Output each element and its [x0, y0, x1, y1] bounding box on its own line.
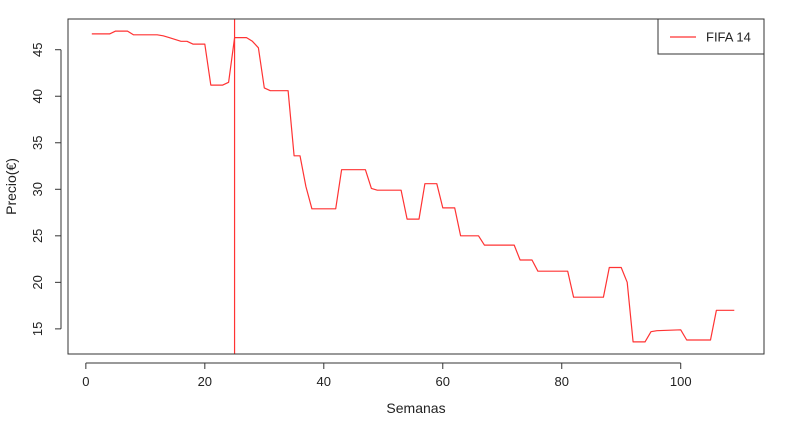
y-tick-label: 15	[30, 322, 45, 336]
x-tick-label: 20	[198, 374, 212, 389]
y-tick-label: 30	[30, 182, 45, 196]
plot-area	[91, 19, 735, 354]
y-axis-title: Precio(€)	[3, 158, 19, 215]
y-tick-label: 25	[30, 229, 45, 243]
legend-label: FIFA 14	[706, 30, 751, 45]
y-tick-label: 35	[30, 136, 45, 150]
plot-frame	[67, 18, 765, 355]
series-line-1	[91, 30, 735, 343]
x-tick-label: 100	[670, 374, 692, 389]
y-tick-label: 20	[30, 275, 45, 289]
legend: FIFA 14	[657, 18, 765, 55]
axes: 0 20 40 60 80 100 15 20 25 30 35 40 45 Semanas Precio(…	[3, 18, 765, 416]
x-tick-label: 80	[555, 374, 569, 389]
x-tick-label: 40	[317, 374, 331, 389]
x-tick-label: 0	[82, 374, 89, 389]
x-tick-label: 60	[436, 374, 450, 389]
y-tick-label: 40	[30, 89, 45, 103]
y-tick-label: 45	[30, 42, 45, 56]
x-axis-title: Semanas	[386, 400, 445, 416]
